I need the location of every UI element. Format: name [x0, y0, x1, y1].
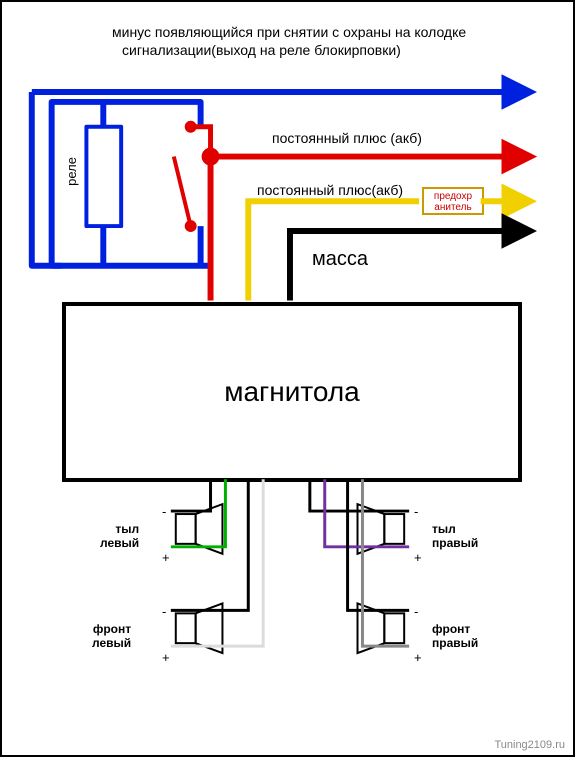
sign: +: [414, 650, 422, 666]
sign: +: [162, 550, 170, 566]
speaker-fl: [176, 603, 223, 653]
sign: -: [414, 504, 418, 520]
blue-wires: [32, 92, 509, 266]
fuse-box: предохр анитель: [422, 187, 484, 215]
head-unit-label: магнитола: [224, 376, 360, 408]
relay-switch: [174, 123, 195, 230]
fuse-text: предохр анитель: [434, 191, 472, 213]
label-mass: масса: [312, 247, 368, 271]
sign: -: [414, 604, 418, 620]
watermark: Tuning2109.ru: [494, 739, 565, 751]
speaker-fr: [358, 603, 405, 653]
speaker-wires: [171, 479, 409, 646]
diagram-frame: минус появляющийся при снятии с охраны н…: [0, 0, 575, 757]
label-plus-akb-2: постоянный плюс(акб): [257, 182, 403, 199]
speaker-rl: [176, 504, 223, 554]
label-relay: реле: [64, 157, 80, 186]
label-rear-right: тыл правый: [432, 522, 478, 551]
label-front-left: фронт левый: [92, 622, 131, 651]
label-top1: минус появляющийся при снятии с охраны н…: [112, 24, 466, 41]
yellow-wires: [248, 201, 508, 300]
speaker-rr: [358, 504, 405, 554]
label-front-right: фронт правый: [432, 622, 478, 651]
label-rear-left: тыл левый: [100, 522, 139, 551]
sign: +: [162, 650, 170, 666]
label-plus-akb-1: постоянный плюс (акб): [272, 130, 422, 147]
sign: +: [414, 550, 422, 566]
sign: -: [162, 504, 166, 520]
label-top2: сигнализации(выход на реле блокирповки): [122, 42, 401, 59]
sign: -: [162, 604, 166, 620]
head-unit-box: магнитола: [62, 302, 522, 482]
